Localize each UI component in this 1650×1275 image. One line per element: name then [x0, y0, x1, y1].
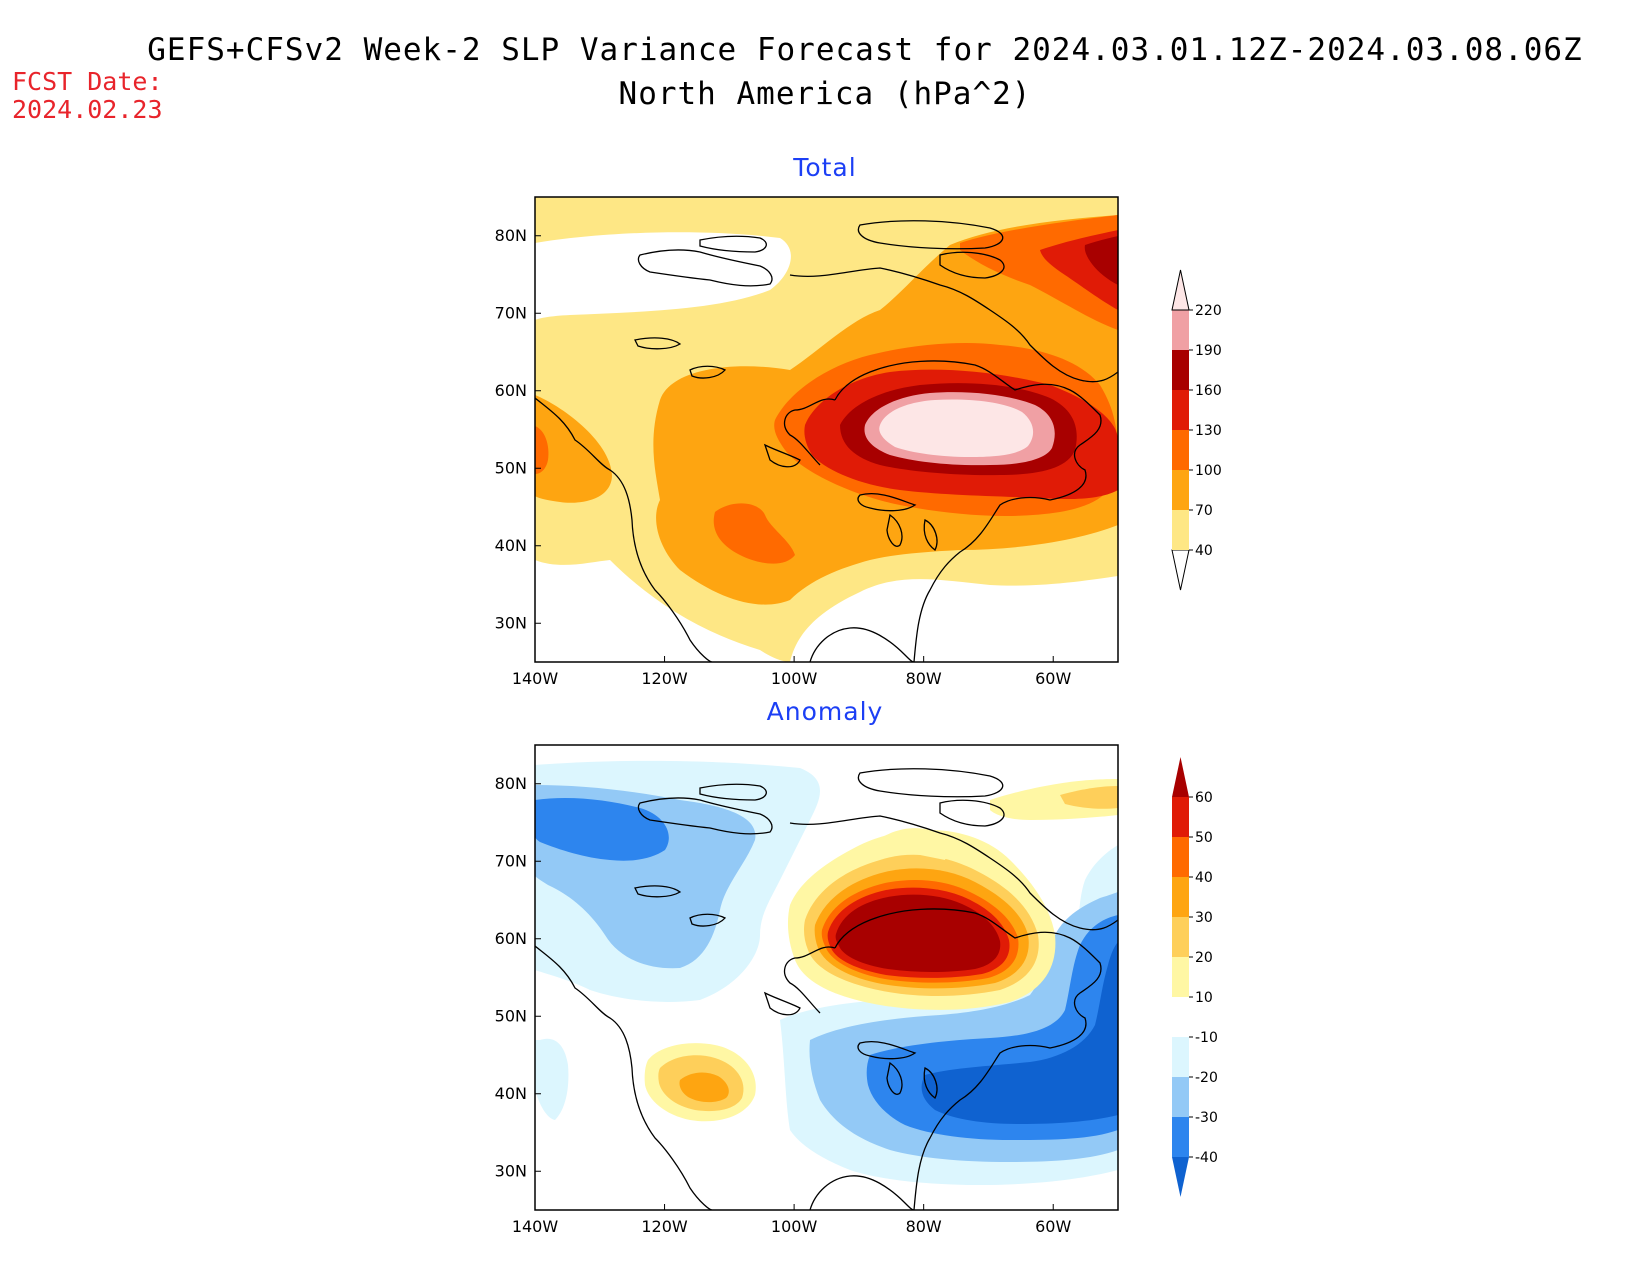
- panel-title-total: Total: [793, 153, 857, 182]
- lon-tick-label: 80W: [906, 1217, 942, 1236]
- lon-tick-label: 120W: [641, 669, 688, 688]
- colorbar-label: 10: [1195, 990, 1213, 1006]
- lat-tick-label: 60N: [495, 381, 527, 400]
- colorbar-label: 20: [1195, 950, 1213, 966]
- field-below-minus40: [921, 942, 1118, 1124]
- lat-tick-label: 30N: [495, 1161, 527, 1180]
- colorbar-label: -10: [1195, 1030, 1218, 1046]
- lon-tick-label: 140W: [512, 669, 559, 688]
- lat-tick-label: 70N: [495, 851, 527, 870]
- field-30-40: [679, 1072, 729, 1103]
- forecast-date-value: 2024.02.23: [12, 95, 163, 124]
- colorbar-label: -40: [1195, 1150, 1218, 1166]
- colorbar-label: 50: [1195, 830, 1213, 846]
- colorbar-label: 220: [1195, 303, 1222, 319]
- lon-tick-label: 60W: [1035, 1217, 1071, 1236]
- field-below-40: [790, 576, 1118, 662]
- colorbar-label: 40: [1195, 543, 1213, 559]
- chart-title: GEFS+CFSv2 Week-2 SLP Variance Forecast …: [147, 32, 1583, 68]
- field-70-100: [535, 395, 612, 503]
- field-160-190: [1084, 236, 1118, 285]
- colorbar-label: 60: [1195, 790, 1213, 806]
- chart-subtitle: North America (hPa^2): [618, 76, 1032, 112]
- lat-tick-label: 30N: [495, 613, 527, 632]
- field-minus10-minus20: [535, 1038, 569, 1120]
- map-frame-anomaly: [534, 744, 1119, 1211]
- total-variance-field: [535, 197, 1118, 662]
- colorbar-segment: [1172, 310, 1189, 350]
- colorbar-arrow-high: [1172, 757, 1189, 797]
- panel-title-anomaly: Anomaly: [766, 697, 884, 726]
- field-10-20: [870, 828, 947, 860]
- colorbar-label: 40: [1195, 870, 1213, 886]
- map-panel-total: 80N 70N 60N 50N 40N 30N 140W 120W 100W 80W 60W 40 7…: [495, 196, 1222, 688]
- field-below-40: [535, 560, 790, 662]
- colorbar-segment: [1172, 510, 1189, 550]
- colorbar-label: 100: [1195, 463, 1222, 479]
- colorbar-total: 40 70 100 130 160 190 220: [1171, 269, 1222, 591]
- field-30-40: [1060, 786, 1118, 809]
- colorbar-segment: [1172, 997, 1189, 1037]
- colorbar-label: 160: [1195, 383, 1222, 399]
- field-above-220: [879, 399, 1034, 457]
- lat-tick-label: 80N: [495, 226, 527, 245]
- colorbar-arrow-low: [1172, 1157, 1189, 1197]
- lat-tick-label: 50N: [495, 458, 527, 477]
- colorbar-label: 130: [1195, 423, 1222, 439]
- field-below-40: [535, 232, 791, 320]
- lat-tick-label: 60N: [495, 929, 527, 948]
- field-100-130: [713, 503, 795, 564]
- coastlines: [535, 220, 1118, 662]
- colorbar-label: 70: [1195, 503, 1213, 519]
- colorbar-segment: [1172, 797, 1189, 837]
- colorbar-segment: [1172, 1077, 1189, 1117]
- colorbar-label: 30: [1195, 910, 1213, 926]
- lon-tick-label: 100W: [771, 1217, 818, 1236]
- anomaly-field: [535, 745, 1118, 1210]
- lon-tick-label: 120W: [641, 1217, 688, 1236]
- lon-tick-label: 80W: [906, 669, 942, 688]
- colorbar-segment: [1172, 1037, 1189, 1077]
- lon-tick-label: 140W: [512, 1217, 559, 1236]
- axes-total: 80N 70N 60N 50N 40N 30N 140W 120W 100W 80W 60W: [495, 226, 1072, 688]
- colorbar-label: 190: [1195, 343, 1222, 359]
- colorbar-segment: [1172, 877, 1189, 917]
- axes-anomaly: 80N 70N 60N 50N 40N 30N 140W 120W 100W 80W 60W: [495, 774, 1072, 1236]
- colorbar-label: -30: [1195, 1110, 1218, 1126]
- colorbar-segment: [1172, 917, 1189, 957]
- colorbar-arrow-high: [1171, 269, 1190, 311]
- lat-tick-label: 40N: [495, 1084, 527, 1103]
- lat-tick-label: 50N: [495, 1006, 527, 1025]
- lon-tick-label: 60W: [1035, 669, 1071, 688]
- colorbar-segment: [1172, 430, 1189, 470]
- lat-tick-label: 80N: [495, 774, 527, 793]
- colorbar-anomaly: -40 -30 -20 -10 10 20 30 40 50 60: [1172, 757, 1218, 1197]
- colorbar-segment: [1172, 470, 1189, 510]
- coastlines: [535, 768, 1118, 1210]
- colorbar-segment: [1172, 837, 1189, 877]
- colorbar-segment: [1172, 1117, 1189, 1157]
- lat-tick-label: 40N: [495, 536, 527, 555]
- map-frame-total: [534, 196, 1119, 663]
- colorbar-segment: [1172, 350, 1189, 390]
- colorbar-segment: [1172, 390, 1189, 430]
- colorbar-segment: [1172, 957, 1189, 997]
- field-100-130: [535, 426, 549, 474]
- lat-tick-label: 70N: [495, 303, 527, 322]
- field-above-60: [835, 894, 1001, 972]
- colorbar-arrow-low: [1171, 549, 1190, 591]
- forecast-date-label: FCST Date:: [12, 67, 163, 96]
- field-minus30-minus40: [535, 797, 669, 861]
- map-panel-anomaly: 80N 70N 60N 50N 40N 30N 140W 120W 100W 80W 60W -40…: [495, 744, 1218, 1236]
- lon-tick-label: 100W: [771, 669, 818, 688]
- colorbar-label: -20: [1195, 1070, 1218, 1086]
